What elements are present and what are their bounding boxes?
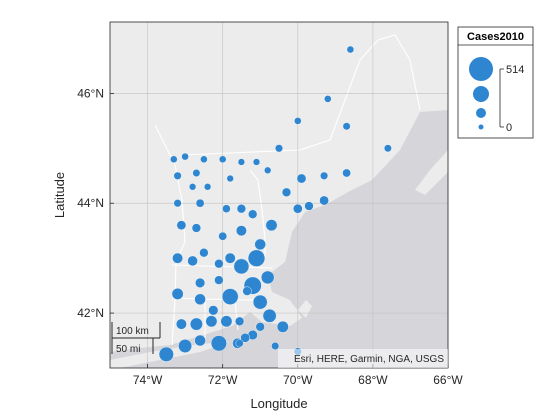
case-bubble (247, 249, 266, 267)
case-bubble (261, 270, 275, 285)
case-bubble (265, 219, 278, 232)
case-bubble (271, 342, 280, 351)
case-bubble (275, 144, 284, 153)
case-bubble (200, 155, 208, 164)
case-bubble (276, 320, 289, 333)
case-bubble (294, 117, 302, 125)
land-mainland (110, 22, 448, 352)
case-bubble (264, 166, 272, 174)
case-bubble (195, 277, 206, 288)
y-tick-label: 44°N (77, 196, 104, 210)
bubble-layer (158, 45, 392, 362)
legend-max-label: 514 (506, 64, 524, 76)
case-bubble (199, 248, 209, 258)
size-legend: Cases2010 514 0 (457, 26, 534, 139)
case-bubble (214, 275, 224, 285)
attribution-text: Esri, HERE, Garmin, NGA, USGS (294, 354, 444, 365)
case-bubble (240, 332, 250, 343)
scale-mi-label: 50 mi (116, 344, 140, 355)
case-bubble (210, 335, 227, 352)
case-bubble (255, 322, 265, 332)
legend-bubble-medium (476, 108, 486, 118)
legend-bubble-large (473, 86, 489, 102)
case-bubble (189, 183, 197, 191)
case-bubble (320, 171, 329, 180)
legend-title: Cases2010 (467, 31, 524, 43)
land-nova-scotia (415, 150, 448, 195)
x-tick-label: 74°W (133, 373, 163, 387)
case-bubble (189, 317, 203, 331)
case-bubble (205, 315, 218, 328)
case-bubble (342, 168, 351, 178)
case-bubble (176, 220, 187, 230)
case-bubble (194, 334, 206, 347)
case-bubble (292, 203, 303, 214)
case-bubble (224, 252, 236, 264)
case-bubble (220, 315, 233, 328)
case-bubble (170, 155, 178, 164)
case-bubble (178, 339, 193, 353)
case-bubble (173, 199, 182, 208)
y-axis-ticks: 42°N 44°N 46°N (77, 86, 114, 320)
x-axis-label: Longitude (250, 396, 307, 411)
case-bubble (158, 346, 174, 362)
case-bubble (204, 183, 212, 191)
y-tick-label: 46°N (77, 86, 104, 100)
legend-min-label: 0 (506, 122, 512, 134)
basemap-attribution: Esri, HERE, Garmin, NGA, USGS (278, 349, 448, 368)
case-bubble (324, 95, 332, 103)
case-bubble (304, 201, 314, 211)
case-bubble (346, 45, 355, 54)
case-bubble (254, 238, 266, 251)
case-bubble (191, 223, 202, 233)
x-tick-label: 70°W (283, 373, 313, 387)
legend-bubble-min (478, 124, 484, 130)
x-tick-label: 72°W (208, 373, 238, 387)
scale-km-label: 100 km (116, 326, 149, 337)
legend-bubble-max (469, 57, 493, 81)
case-bubble (226, 174, 234, 183)
x-tick-label: 68°W (358, 373, 388, 387)
case-bubble (383, 144, 392, 153)
case-bubble (222, 204, 231, 213)
case-bubble (181, 152, 189, 161)
case-bubble (171, 287, 184, 300)
land-cape-cod (268, 300, 312, 318)
case-bubble (172, 252, 184, 264)
scale-bar: 100 km 50 mi (111, 322, 161, 355)
case-bubble (192, 169, 201, 177)
case-bubble (214, 259, 224, 269)
case-bubble (235, 225, 247, 237)
case-bubble (319, 195, 329, 206)
case-bubble (235, 339, 244, 348)
case-bubble (235, 316, 245, 326)
case-bubble (194, 293, 206, 305)
case-bubble (218, 231, 227, 241)
case-bubble (208, 305, 219, 316)
case-bubble (252, 294, 268, 310)
case-bubble (296, 173, 307, 184)
case-bubble (248, 209, 258, 219)
case-bubble (281, 187, 292, 197)
case-bubble (262, 308, 277, 323)
map-axes: 74°W 72°W 70°W 68°W 66°W 42°N 44°N 46°N 100 km… (77, 21, 463, 387)
case-bubble (236, 204, 247, 214)
case-bubble (242, 286, 252, 296)
case-bubble (237, 158, 246, 166)
x-tick-label: 66°W (433, 373, 463, 387)
case-bubble (175, 318, 187, 330)
case-bubble (221, 288, 239, 305)
case-bubble (187, 255, 198, 267)
case-bubble (218, 155, 227, 164)
case-bubble (342, 122, 351, 131)
y-axis-label: Latitude (52, 172, 67, 218)
case-bubble (195, 198, 205, 208)
case-bubble (252, 158, 261, 166)
case-bubble (173, 171, 182, 180)
y-tick-label: 42°N (77, 306, 104, 320)
legend-box (457, 26, 534, 139)
case-bubble (233, 258, 250, 275)
